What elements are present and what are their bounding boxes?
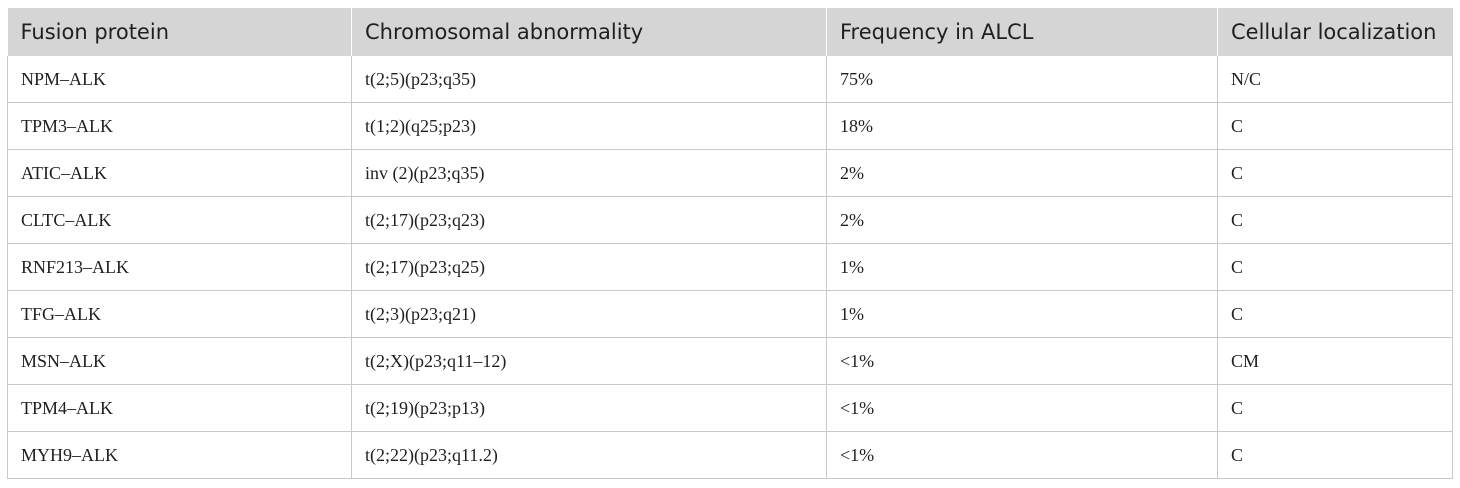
cell-chromosomal-abnormality: t(2;22)(p23;q11.2) [351,431,827,479]
cell-cellular-localization: N/C [1217,56,1453,103]
cell-fusion-protein: TPM4–ALK [7,384,352,432]
cell-fusion-protein: TFG–ALK [7,290,352,338]
cell-chromosomal-abnormality: t(2;17)(p23;q23) [351,196,827,244]
table-row: TPM4–ALK t(2;19)(p23;p13) <1% C [7,384,1453,432]
cell-fusion-protein: TPM3–ALK [7,102,352,150]
cell-cellular-localization: C [1217,196,1453,244]
header-frequency: Frequency in ALCL [826,8,1218,56]
table-row: MYH9–ALK t(2;22)(p23;q11.2) <1% C [7,431,1453,479]
cell-fusion-protein: RNF213–ALK [7,243,352,291]
cell-chromosomal-abnormality: t(2;17)(p23;q25) [351,243,827,291]
cell-frequency: <1% [826,384,1218,432]
table-body: NPM–ALK t(2;5)(p23;q35) 75% N/C TPM3–ALK… [7,56,1453,479]
cell-cellular-localization: C [1217,243,1453,291]
table-row: TFG–ALK t(2;3)(p23;q21) 1% C [7,290,1453,338]
cell-fusion-protein: MYH9–ALK [7,431,352,479]
cell-cellular-localization: C [1217,102,1453,150]
cell-frequency: 1% [826,243,1218,291]
table-row: TPM3–ALK t(1;2)(q25;p23) 18% C [7,102,1453,150]
cell-fusion-protein: ATIC–ALK [7,149,352,197]
cell-frequency: 1% [826,290,1218,338]
header-cellular-localization: Cellular localization [1217,8,1453,56]
table-row: CLTC–ALK t(2;17)(p23;q23) 2% C [7,196,1453,244]
cell-chromosomal-abnormality: inv (2)(p23;q35) [351,149,827,197]
cell-fusion-protein: CLTC–ALK [7,196,352,244]
cell-frequency: <1% [826,431,1218,479]
cell-fusion-protein: MSN–ALK [7,337,352,385]
cell-chromosomal-abnormality: t(2;5)(p23;q35) [351,56,827,103]
table-row: ATIC–ALK inv (2)(p23;q35) 2% C [7,149,1453,197]
cell-chromosomal-abnormality: t(1;2)(q25;p23) [351,102,827,150]
cell-cellular-localization: C [1217,431,1453,479]
table-header: Fusion protein Chromosomal abnormality F… [7,8,1453,56]
fusion-protein-table: Fusion protein Chromosomal abnormality F… [7,8,1453,479]
header-row: Fusion protein Chromosomal abnormality F… [7,8,1453,56]
cell-frequency: 2% [826,149,1218,197]
cell-frequency: 2% [826,196,1218,244]
table-row: MSN–ALK t(2;X)(p23;q11–12) <1% CM [7,337,1453,385]
cell-frequency: 18% [826,102,1218,150]
table-row: NPM–ALK t(2;5)(p23;q35) 75% N/C [7,56,1453,103]
cell-chromosomal-abnormality: t(2;X)(p23;q11–12) [351,337,827,385]
cell-chromosomal-abnormality: t(2;3)(p23;q21) [351,290,827,338]
header-fusion-protein: Fusion protein [7,8,352,56]
cell-cellular-localization: CM [1217,337,1453,385]
cell-cellular-localization: C [1217,290,1453,338]
cell-cellular-localization: C [1217,149,1453,197]
cell-frequency: <1% [826,337,1218,385]
cell-chromosomal-abnormality: t(2;19)(p23;p13) [351,384,827,432]
cell-fusion-protein: NPM–ALK [7,56,352,103]
header-chromosomal-abnormality: Chromosomal abnormality [351,8,827,56]
table-row: RNF213–ALK t(2;17)(p23;q25) 1% C [7,243,1453,291]
cell-frequency: 75% [826,56,1218,103]
cell-cellular-localization: C [1217,384,1453,432]
